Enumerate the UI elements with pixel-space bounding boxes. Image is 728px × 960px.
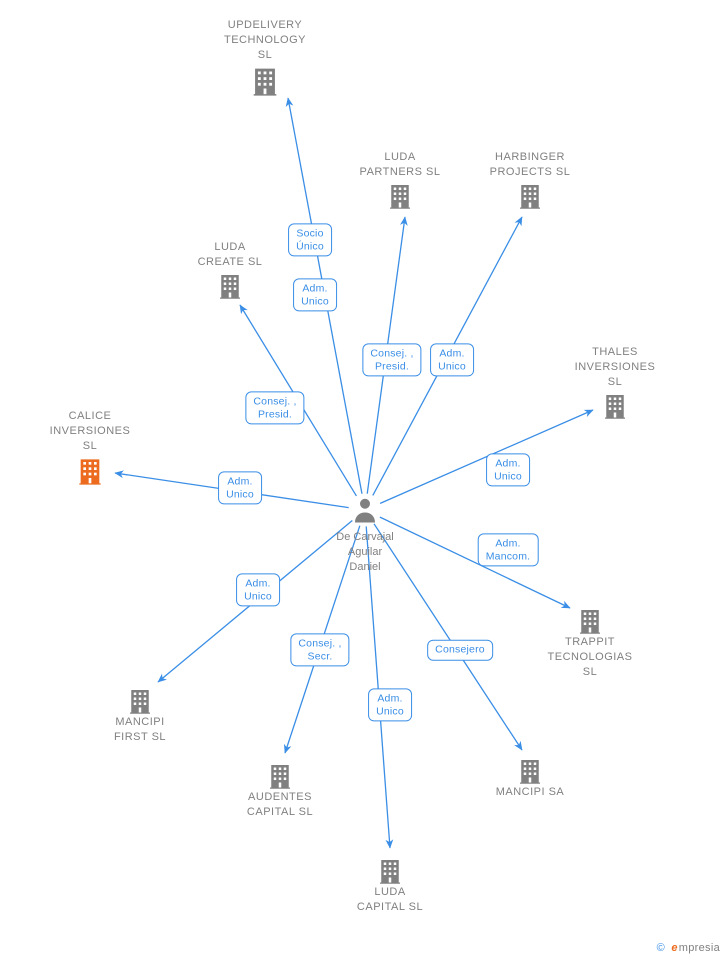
edge-label: Adm. Mancom.: [478, 533, 539, 566]
company-label: CALICE INVERSIONES SL: [30, 409, 150, 454]
company-node-mancipi_first[interactable]: MANCIPI FIRST SL: [80, 685, 200, 745]
building-icon: [385, 180, 415, 210]
company-node-harbinger[interactable]: HARBINGER PROJECTS SL: [470, 150, 590, 210]
building-icon: [265, 760, 295, 790]
edge-label: Adm. Unico: [218, 471, 262, 504]
company-label: AUDENTES CAPITAL SL: [220, 790, 340, 820]
edge-label: Adm. Unico: [236, 573, 280, 606]
edge-label: Adm. Unico: [293, 278, 337, 311]
building-icon: [125, 685, 155, 715]
company-node-trappit[interactable]: TRAPPIT TECNOLOGIAS SL: [530, 605, 650, 680]
company-node-luda_create[interactable]: LUDA CREATE SL: [170, 240, 290, 300]
company-label: LUDA CAPITAL SL: [330, 885, 450, 915]
company-label: LUDA CREATE SL: [170, 240, 290, 270]
edge-label: Consej. , Secr.: [290, 633, 349, 666]
building-icon: [600, 390, 630, 420]
company-label: UPDELIVERY TECHNOLOGY SL: [205, 18, 325, 63]
brand-logo-rest: mpresia: [679, 942, 720, 954]
company-label: HARBINGER PROJECTS SL: [470, 150, 590, 180]
company-label: TRAPPIT TECNOLOGIAS SL: [530, 635, 650, 680]
company-node-luda_capital[interactable]: LUDA CAPITAL SL: [330, 855, 450, 915]
copyright: © empresia: [657, 942, 720, 954]
building-icon: [515, 180, 545, 210]
copyright-symbol: ©: [657, 942, 665, 954]
building-icon: [74, 454, 106, 486]
edge-label: Socio Único: [288, 223, 332, 256]
edge-line: [366, 526, 390, 848]
company-node-thales[interactable]: THALES INVERSIONES SL: [555, 345, 675, 420]
company-label: LUDA PARTNERS SL: [340, 150, 460, 180]
building-icon: [575, 605, 605, 635]
company-label: THALES INVERSIONES SL: [555, 345, 675, 390]
company-label: MANCIPI SA: [470, 785, 590, 800]
company-label: MANCIPI FIRST SL: [80, 715, 200, 745]
company-node-updelivery[interactable]: UPDELIVERY TECHNOLOGY SL: [205, 18, 325, 97]
building-icon: [375, 855, 405, 885]
company-node-audentes[interactable]: AUDENTES CAPITAL SL: [220, 760, 340, 820]
person-icon: [350, 495, 380, 525]
brand-logo-e: e: [671, 942, 677, 954]
edge-label: Consej. , Presid.: [362, 343, 421, 376]
company-node-mancipi_sa[interactable]: MANCIPI SA: [470, 755, 590, 800]
edge-label: Consejero: [427, 640, 493, 661]
building-icon: [248, 63, 282, 97]
edge-label: Adm. Unico: [486, 453, 530, 486]
edge-line: [380, 517, 570, 608]
company-node-calice[interactable]: CALICE INVERSIONES SL: [30, 409, 150, 486]
person-label: De Carvajal Aguilar Daniel: [336, 530, 393, 575]
edge-label: Adm. Unico: [430, 343, 474, 376]
edge-label: Consej. , Presid.: [245, 391, 304, 424]
person-node[interactable]: [325, 495, 405, 525]
edge-label: Adm. Unico: [368, 688, 412, 721]
company-node-luda_partners[interactable]: LUDA PARTNERS SL: [340, 150, 460, 210]
building-icon: [515, 755, 545, 785]
building-icon: [215, 270, 245, 300]
